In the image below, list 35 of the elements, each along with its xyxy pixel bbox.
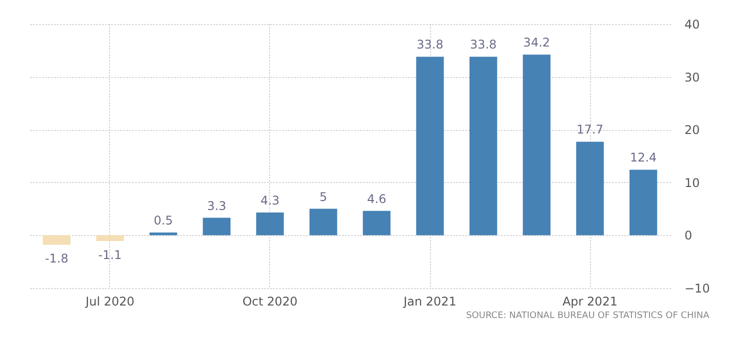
data-label: 4.3 bbox=[260, 193, 280, 208]
data-label: 0.5 bbox=[154, 214, 173, 228]
source-note: SOURCE: NATIONAL BUREAU OF STATISTICS OF CHINA bbox=[466, 311, 710, 321]
data-label: -1.1 bbox=[98, 248, 122, 262]
y-tick-label: 0 bbox=[684, 228, 692, 243]
data-label: -1.8 bbox=[44, 252, 68, 266]
data-label: 5 bbox=[320, 190, 328, 204]
bar bbox=[96, 235, 124, 242]
data-label: 33.8 bbox=[416, 38, 444, 52]
data-label: 34.2 bbox=[523, 36, 550, 50]
bar bbox=[576, 142, 604, 236]
y-tick-label: 30 bbox=[684, 70, 700, 84]
bar bbox=[416, 56, 444, 236]
bar bbox=[470, 56, 498, 236]
data-label: 12.4 bbox=[630, 150, 657, 165]
x-tick-label: Apr 2021 bbox=[562, 294, 618, 308]
y-tick-label: 40 bbox=[684, 18, 700, 32]
bar bbox=[522, 54, 550, 236]
bar bbox=[256, 212, 284, 236]
y-tick-label: 10 bbox=[684, 176, 700, 190]
data-label: 4.6 bbox=[367, 192, 386, 206]
data-label: 17.7 bbox=[576, 122, 604, 137]
x-tick-label: Jul 2020 bbox=[84, 294, 134, 308]
data-label: 33.8 bbox=[470, 38, 497, 52]
bar bbox=[630, 170, 658, 236]
data-label: 3.3 bbox=[207, 198, 226, 213]
bar bbox=[202, 218, 230, 236]
bar bbox=[310, 208, 338, 236]
bar bbox=[150, 232, 178, 236]
y-tick-label: 20 bbox=[684, 123, 700, 138]
bar bbox=[42, 235, 70, 245]
x-tick-label: Oct 2020 bbox=[242, 294, 298, 308]
y-tick-label: −10 bbox=[684, 282, 710, 296]
bar bbox=[362, 210, 390, 236]
x-tick-label: Jan 2021 bbox=[402, 294, 456, 308]
